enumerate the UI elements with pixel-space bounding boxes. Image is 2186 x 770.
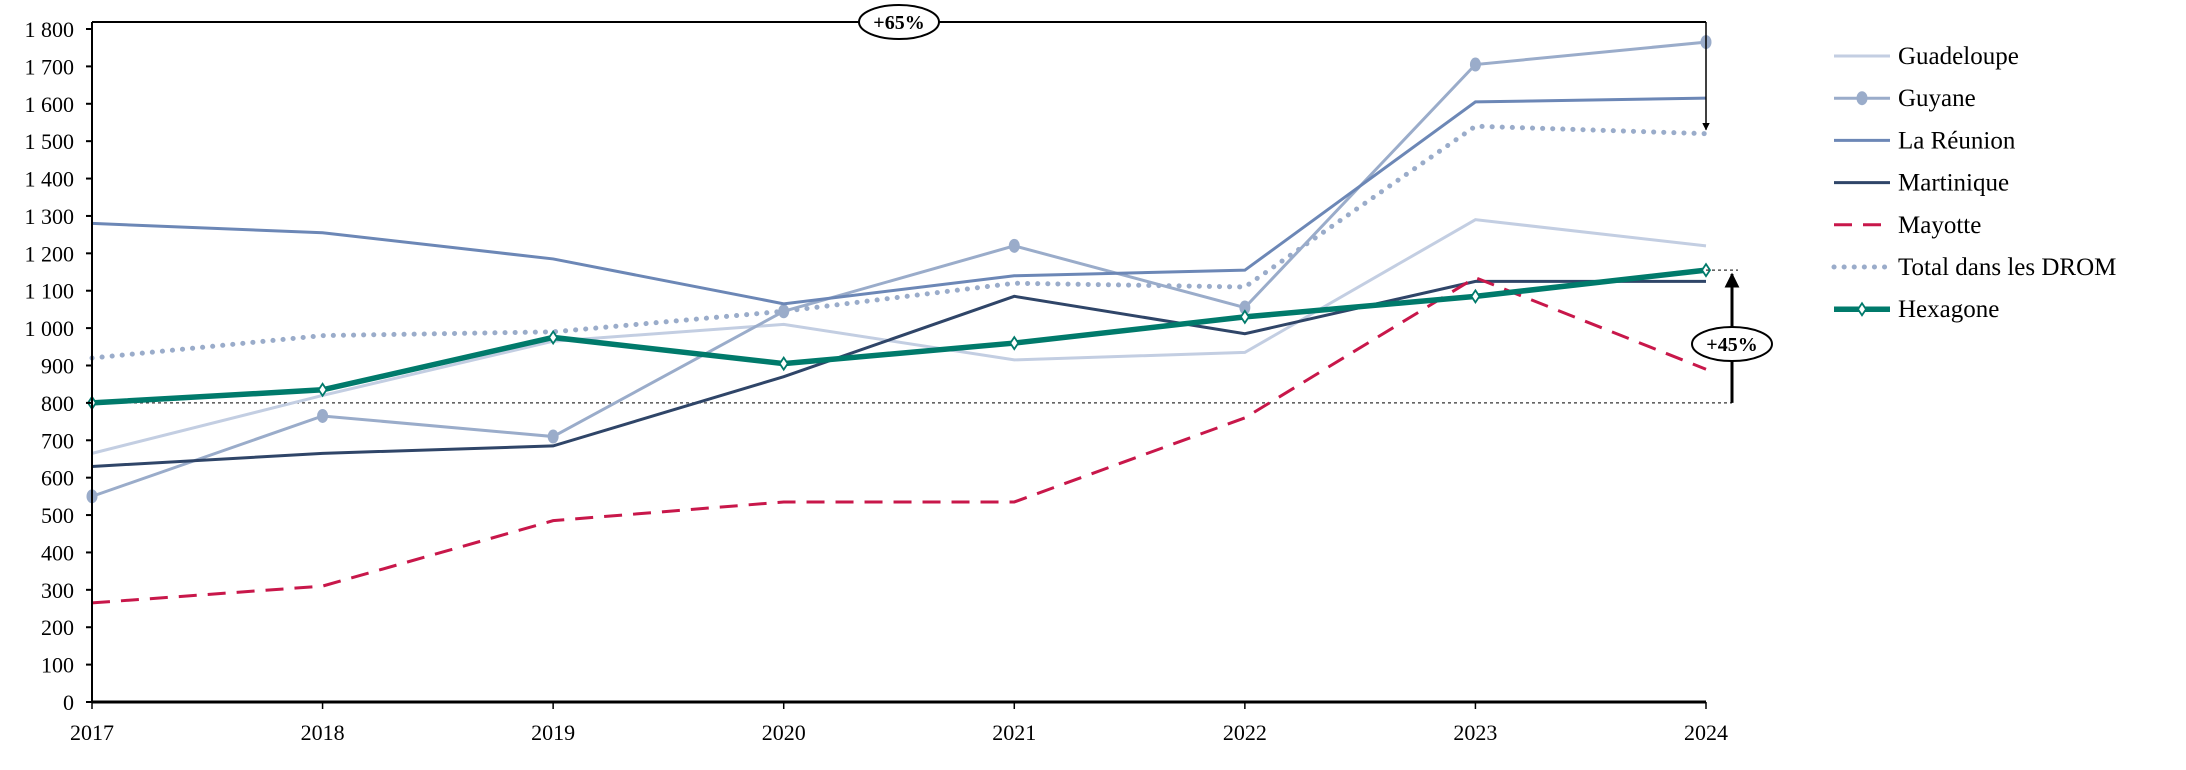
annotation-65-label: +65% — [873, 12, 924, 34]
x-tick-label: 2022 — [1223, 720, 1267, 745]
data-point-hexagone — [778, 356, 789, 372]
x-tick-label: 2021 — [992, 720, 1036, 745]
y-tick-label: 900 — [41, 354, 74, 379]
data-point-hexagone — [317, 382, 328, 398]
legend-item-guyane: Guyane — [1834, 85, 1976, 112]
legend-item-hexagone: Hexagone — [1834, 296, 1999, 323]
data-point-guyane — [778, 304, 790, 319]
legend-label-martinique: Martinique — [1898, 170, 2009, 197]
series-mayotte — [91, 275, 1707, 605]
series-line-guadeloupe — [91, 218, 1707, 455]
y-tick-label: 1 200 — [25, 241, 75, 266]
legend-label-mayotte: Mayotte — [1898, 212, 1981, 239]
series-line-guyane — [91, 40, 1707, 498]
legend-label-guadeloupe: Guadeloupe — [1898, 43, 2019, 70]
y-tick-label: 0 — [63, 690, 74, 715]
legend-item-guadeloupe: Guadeloupe — [1834, 43, 2019, 70]
badge-65 — [858, 4, 940, 40]
legend-item-total-dans-les-drom: Total dans les DROM — [1831, 254, 2116, 281]
y-tick-label: 1 300 — [25, 204, 75, 229]
series-guadeloupe — [91, 218, 1707, 455]
series-guyane — [86, 35, 1712, 504]
y-tick-label: 800 — [41, 391, 74, 416]
series-la-reunion — [91, 96, 1707, 306]
y-tick-label: 1 500 — [25, 129, 75, 154]
series-line-martinique — [91, 279, 1706, 468]
y-tick-label: 300 — [41, 578, 74, 603]
y-tick-label: 1 700 — [25, 54, 75, 79]
data-point-guyane — [547, 429, 559, 444]
annotation-45-label: +45% — [1706, 334, 1757, 356]
badge-45 — [1691, 326, 1773, 362]
data-point-hexagone — [548, 329, 559, 346]
series-line-mayotte — [91, 275, 1707, 605]
legend-marker-hexagone — [1856, 301, 1868, 317]
y-tick-label: 1 000 — [25, 316, 75, 341]
legend-item-la-reunion: La Réunion — [1834, 127, 2016, 154]
series-line-total-dans-les-drom — [89, 123, 1709, 361]
series-martinique — [91, 279, 1706, 468]
series-hexagone — [86, 262, 1712, 411]
data-point-hexagone — [1470, 288, 1481, 304]
y-tick-label: 600 — [41, 466, 74, 491]
y-tick-label: 500 — [41, 503, 74, 528]
legend-label-total-dans-les-drom: Total dans les DROM — [1898, 254, 2116, 281]
series-line-la-reunion — [91, 96, 1707, 306]
legend-label-hexagone: Hexagone — [1898, 296, 1999, 323]
legend-marker-guyane — [1856, 91, 1868, 106]
x-tick-label: 2017 — [70, 720, 114, 745]
x-tick-label: 2020 — [762, 720, 806, 745]
y-tick-label: 200 — [41, 615, 74, 640]
y-tick-label: 100 — [41, 653, 74, 678]
data-point-hexagone — [1239, 309, 1250, 325]
legend-item-mayotte: Mayotte — [1834, 212, 1981, 239]
y-tick-label: 700 — [41, 428, 74, 453]
legend-label-guyane: Guyane — [1898, 85, 1976, 112]
data-point-guyane — [1008, 238, 1020, 253]
data-point-guyane — [317, 408, 329, 423]
x-tick-label: 2024 — [1684, 720, 1728, 745]
data-point-hexagone — [1009, 335, 1020, 351]
x-tick-label: 2019 — [531, 720, 575, 745]
data-point-guyane — [1469, 57, 1481, 72]
series-total-dans-les-drom — [89, 123, 1709, 361]
x-tick-label: 2023 — [1453, 720, 1497, 745]
y-tick-label: 1 400 — [25, 167, 75, 192]
legend-item-martinique: Martinique — [1834, 170, 2009, 197]
y-tick-label: 1 600 — [25, 92, 75, 117]
x-tick-label: 2018 — [301, 720, 345, 745]
legend-label-la-reunion: La Réunion — [1898, 127, 2016, 154]
y-tick-label: 1 100 — [25, 279, 75, 304]
y-tick-label: 400 — [41, 540, 74, 565]
data-point-guyane — [1239, 300, 1251, 315]
series-line-hexagone — [91, 267, 1707, 406]
y-tick-label: 1 800 — [25, 17, 75, 42]
